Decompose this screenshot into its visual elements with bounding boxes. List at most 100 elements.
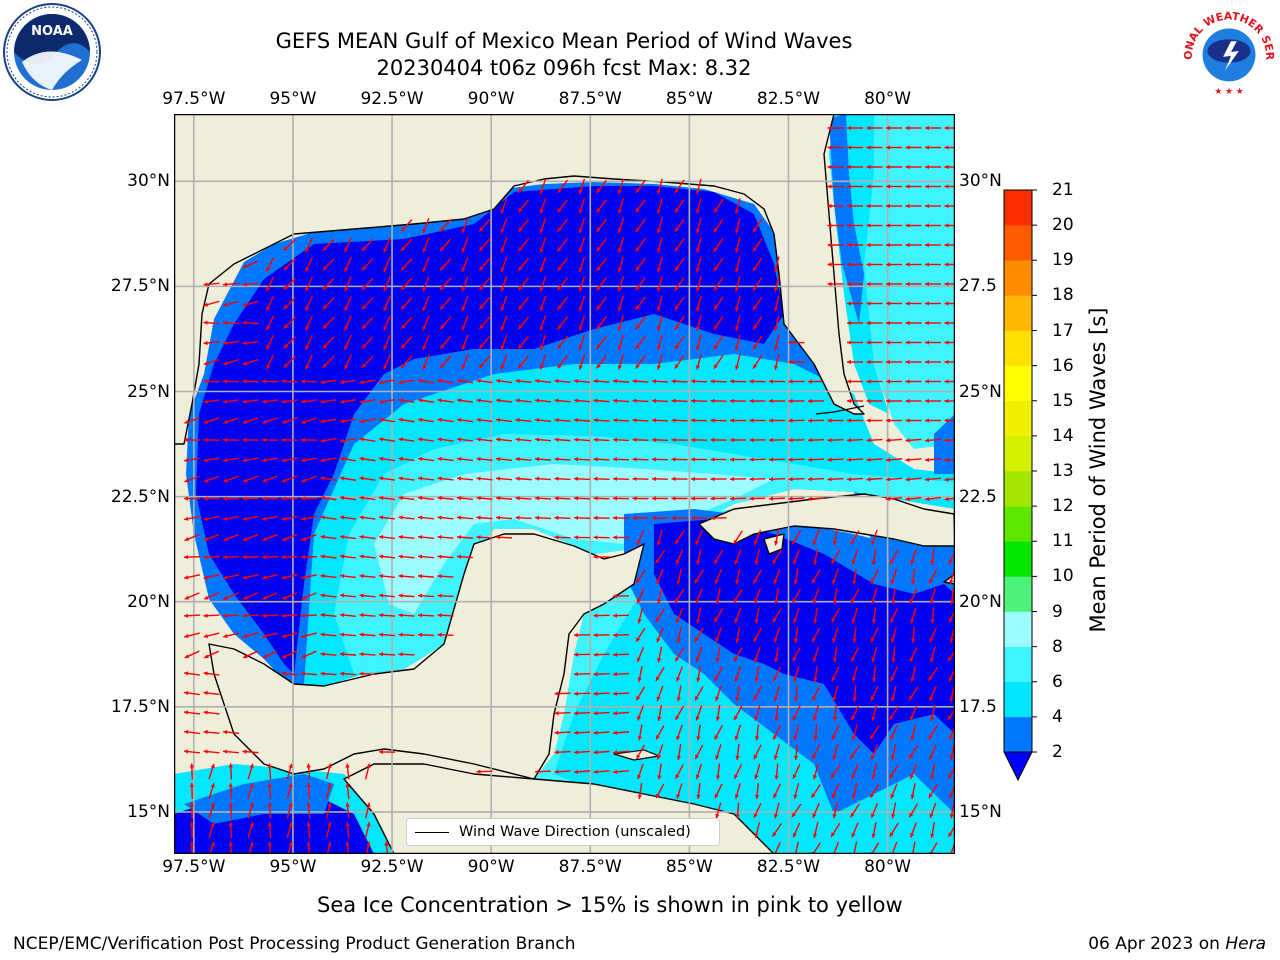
wind-wave-arrowhead — [944, 125, 949, 131]
wind-wave-arrowhead — [398, 380, 403, 385]
wind-wave-arrowhead — [714, 617, 719, 623]
wind-wave-arrowhead — [223, 554, 228, 560]
wind-wave-arrowhead — [262, 536, 268, 541]
wind-wave-arrowhead — [656, 540, 662, 546]
wind-wave-arrowhead — [242, 613, 247, 618]
wind-wave-arrowhead — [944, 281, 949, 287]
wind-wave-arrowhead — [891, 599, 896, 604]
wind-wave-arrowhead — [361, 363, 367, 368]
wind-wave-arrowhead — [710, 457, 715, 462]
wind-wave-arrowhead — [266, 267, 271, 272]
wind-wave-arrowhead — [554, 750, 559, 755]
wind-wave-arrowhead — [656, 209, 661, 214]
wind-wave-arrowhead — [949, 638, 954, 643]
wind-wave-arrowhead — [379, 437, 384, 442]
gulf-map — [174, 114, 955, 854]
wind-wave-arrowhead — [730, 457, 734, 462]
wind-wave-arrowhead — [554, 398, 559, 403]
wind-wave-arrowhead — [636, 754, 641, 759]
wind-wave-arrowhead — [461, 267, 466, 272]
colorbar-tick-label: 20 — [1052, 215, 1074, 236]
wind-wave-arrowhead — [359, 632, 364, 637]
yucatan-peninsula — [208, 533, 645, 780]
wind-wave-arrowhead — [401, 344, 406, 349]
wind-wave-arrowhead — [905, 242, 910, 248]
wind-wave-arrowhead — [557, 363, 562, 369]
wind-wave-arrowhead — [714, 579, 719, 584]
wind-wave-arrowhead — [479, 363, 484, 369]
wind-wave-arrowhead — [793, 638, 799, 643]
wind-wave-arrowhead — [203, 458, 208, 463]
wind-wave-arrowhead — [322, 363, 328, 368]
wind-wave-arrowhead — [437, 574, 442, 579]
wind-wave-arrowhead — [792, 715, 797, 721]
wind-wave-arrowhead — [398, 632, 403, 637]
wind-wave-arrowhead — [886, 340, 890, 345]
wind-wave-arrowhead — [359, 495, 364, 501]
wind-wave-arrowhead — [557, 207, 562, 213]
wind-wave-arrowhead — [909, 754, 914, 759]
wind-wave-arrowhead — [535, 496, 540, 501]
wind-wave-arrowhead — [479, 246, 484, 252]
wind-wave-arrowhead — [891, 814, 896, 819]
wind-wave-arrowhead — [301, 536, 307, 541]
wind-wave-arrowhead — [769, 457, 774, 462]
wind-wave-arrowhead — [710, 398, 715, 404]
wind-wave-arrowhead — [320, 458, 325, 463]
wind-wave-arrowhead — [613, 652, 618, 657]
wind-wave-arrowhead — [866, 145, 871, 150]
wind-wave-arrowhead — [301, 654, 307, 659]
wind-wave-arrowhead — [671, 398, 676, 403]
wind-wave-arrowhead — [710, 418, 715, 423]
wind-wave-arrowhead — [203, 320, 208, 325]
wind-wave-arrowhead — [359, 476, 364, 481]
wind-wave-arrowhead — [223, 478, 228, 483]
wind-wave-arrowhead — [461, 306, 466, 311]
wind-wave-arrowhead — [461, 365, 466, 370]
wind-wave-arrowhead — [593, 418, 598, 423]
wind-wave-arrowhead — [500, 228, 505, 234]
wind-wave-arrowhead — [753, 286, 758, 291]
wind-wave-arrowhead — [754, 736, 760, 741]
wind-wave-arrowhead — [656, 637, 661, 643]
wind-wave-arrowhead — [793, 755, 799, 760]
wind-wave-arrowhead — [925, 164, 929, 170]
wind-wave-arrowhead — [243, 264, 248, 269]
wind-wave-arrowhead — [866, 320, 871, 326]
wind-wave-arrowhead — [928, 793, 933, 798]
wind-wave-arrowhead — [613, 535, 617, 540]
lon-tick-label: 92.5°W — [360, 857, 424, 877]
wind-wave-arrowhead — [366, 763, 371, 769]
wind-wave-arrowhead — [714, 676, 719, 681]
wind-wave-arrowhead — [635, 285, 640, 291]
wind-wave-arrowhead — [929, 716, 935, 721]
wind-wave-arrowhead — [249, 802, 254, 808]
wind-wave-arrowhead — [928, 734, 933, 740]
wind-wave-arrowhead — [652, 379, 657, 384]
wind-wave-arrowhead — [383, 286, 388, 292]
lon-tick-label: 82.5°W — [756, 89, 821, 109]
wind-wave-arrowhead — [383, 325, 388, 331]
florida-keys — [815, 405, 865, 415]
wind-wave-arrowhead — [366, 802, 371, 808]
wind-wave-arrowhead — [596, 246, 601, 252]
wind-wave-arrowhead — [554, 437, 559, 442]
wind-wave-arrowhead — [886, 379, 890, 384]
wind-wave-arrowhead — [715, 658, 720, 663]
wind-wave-arrowhead — [593, 750, 598, 755]
wind-wave-arrowhead — [361, 343, 367, 349]
wind-wave-arrowhead — [749, 418, 754, 423]
wind-wave-arrowhead — [793, 580, 798, 585]
wind-wave-arrowhead — [578, 189, 583, 195]
wind-wave-arrowhead — [437, 417, 442, 423]
wind-wave-arrowhead — [440, 363, 445, 368]
wind-wave-arrowhead — [189, 783, 195, 788]
wind-wave-arrowhead — [753, 637, 758, 642]
wind-wave-arrowhead — [655, 559, 660, 564]
wind-wave-arrowhead — [733, 598, 738, 603]
wind-wave-arrowhead — [671, 437, 676, 443]
wind-wave-arrowhead — [774, 541, 779, 546]
wind-wave-arrowhead — [418, 476, 423, 481]
wind-wave-arrowhead — [596, 305, 601, 310]
wind-wave-arrowhead — [361, 246, 367, 251]
